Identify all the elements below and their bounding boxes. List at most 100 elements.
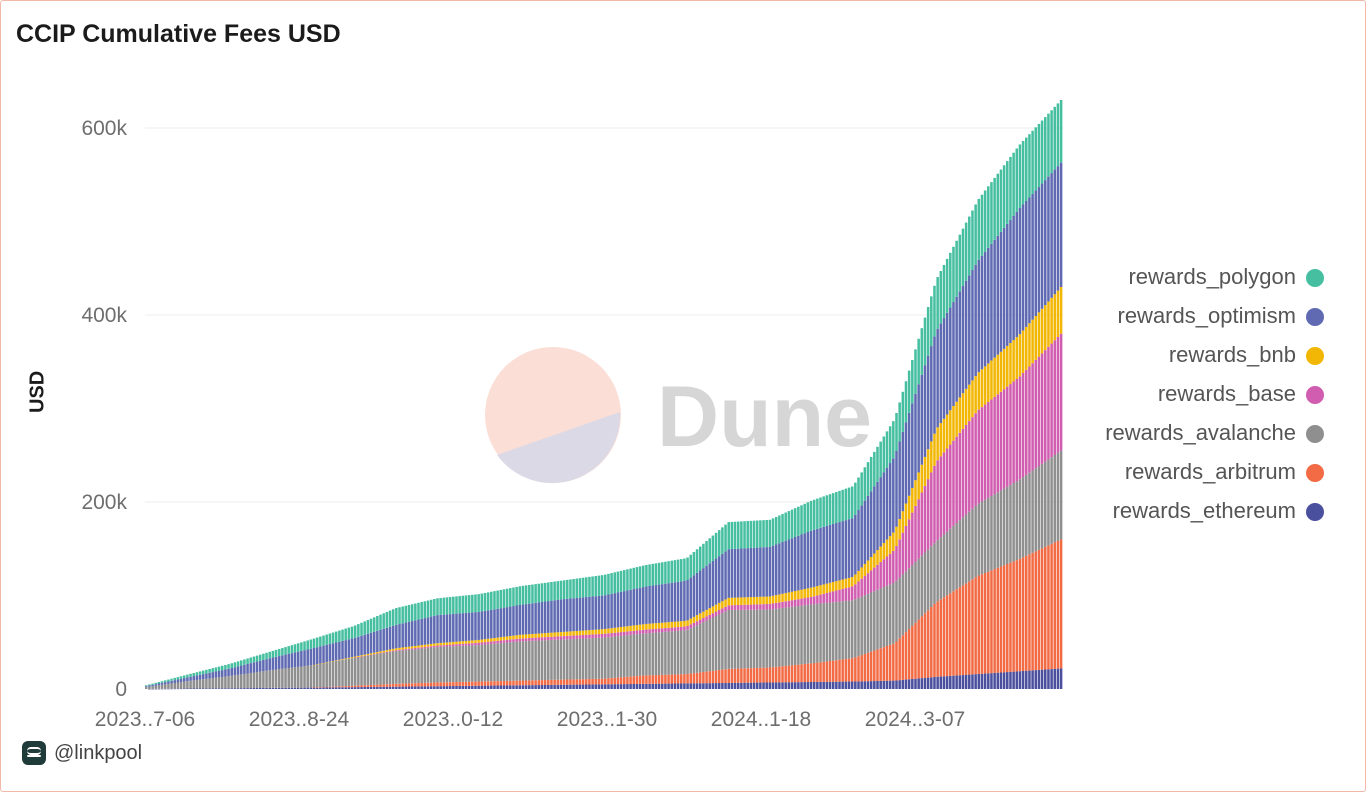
bar-segment <box>334 660 338 661</box>
bar-segment <box>781 541 784 594</box>
bar-segment <box>217 666 221 671</box>
bar-segment <box>619 627 623 633</box>
bar-segment <box>949 410 952 445</box>
bar-segment <box>660 632 664 675</box>
bar-segment <box>800 589 803 599</box>
legend-item[interactable]: rewards_polygon <box>1070 262 1332 301</box>
bar-segment <box>445 682 449 687</box>
bar-segment <box>844 488 848 521</box>
bar-segment <box>676 630 680 675</box>
bar-segment <box>1040 308 1044 354</box>
bar-segment <box>752 604 756 610</box>
bar-segment <box>917 558 920 620</box>
bar-segment <box>401 623 404 648</box>
bar-segment <box>515 685 518 689</box>
bar-segment <box>300 687 303 689</box>
bar-segment <box>683 580 686 621</box>
bar-segment <box>417 647 420 649</box>
bar-segment <box>157 681 161 684</box>
legend-item[interactable]: rewards_bnb <box>1070 340 1332 379</box>
bar-segment <box>458 644 461 646</box>
bar-segment <box>195 679 199 689</box>
bar-segment <box>167 688 170 690</box>
bar-segment <box>480 611 484 640</box>
bar-segment <box>961 228 965 287</box>
bar-segment <box>812 499 816 530</box>
bar-segment <box>594 634 598 638</box>
legend-item[interactable]: rewards_avalanche <box>1070 418 1332 457</box>
bar-segment <box>1021 204 1025 331</box>
bar-segment <box>372 686 376 689</box>
bar-segment <box>702 683 705 689</box>
bar-segment <box>657 674 661 684</box>
bar-segment <box>797 599 800 607</box>
bar-segment <box>347 657 351 659</box>
bar-segment <box>366 685 370 687</box>
bar-segment <box>882 559 886 588</box>
bar-segment <box>569 598 572 632</box>
bar-segment <box>879 441 882 478</box>
bar-segment <box>518 641 522 681</box>
bar-segment <box>809 604 813 664</box>
bar-segment <box>879 648 882 681</box>
bar-segment <box>429 616 433 644</box>
bar-segment <box>683 683 686 689</box>
bar-segment <box>879 588 882 649</box>
legend-item[interactable]: rewards_base <box>1070 379 1332 418</box>
bar-segment <box>632 567 636 590</box>
bar-segment <box>996 567 1000 673</box>
bar-segment <box>1009 156 1012 220</box>
bar-segment <box>977 259 981 373</box>
bar-segment <box>654 585 658 624</box>
bar-segment <box>604 628 607 634</box>
bar-segment <box>369 653 373 655</box>
legend-item[interactable]: rewards_optimism <box>1070 301 1332 340</box>
bar-segment <box>977 575 981 674</box>
bar-segment <box>949 675 952 689</box>
bar-segment <box>945 595 949 677</box>
bar-segment <box>964 388 968 425</box>
bar-segment <box>784 682 787 689</box>
bar-segment <box>698 619 702 624</box>
bar-segment <box>319 663 322 665</box>
bar-segment <box>933 677 936 689</box>
bar-segment <box>819 603 822 663</box>
bar-segment <box>534 602 537 634</box>
bar-segment <box>695 572 699 616</box>
author-attribution[interactable]: @linkpool <box>22 741 142 765</box>
bar-segment <box>322 635 325 646</box>
bar-segment <box>936 277 939 329</box>
bar-segment <box>398 624 401 648</box>
bar-segment <box>648 586 651 624</box>
bar-segment <box>474 612 477 641</box>
legend-item[interactable]: rewards_ethereum <box>1070 496 1332 535</box>
bar-segment <box>964 674 968 689</box>
bar-segment <box>768 546 772 597</box>
bar-segment <box>895 580 898 642</box>
bar-segment <box>879 546 882 563</box>
bar-segment <box>926 449 930 480</box>
bar-segment <box>379 653 382 685</box>
bar-segment <box>281 655 284 669</box>
bar-segment <box>949 593 952 676</box>
bar-segment <box>509 685 512 689</box>
bar-segment <box>591 638 594 679</box>
bar-segment <box>214 667 218 672</box>
bar-segment <box>1002 672 1006 689</box>
bar-segment <box>641 629 645 634</box>
bar-segment <box>977 198 981 260</box>
bar-segment <box>566 639 569 680</box>
bar-segment <box>439 642 442 646</box>
bar-segment <box>315 687 319 689</box>
bar-segment <box>325 634 328 645</box>
bar-segment <box>1037 123 1041 188</box>
bar-segment <box>277 669 281 688</box>
bar-segment <box>600 637 604 679</box>
legend-item[interactable]: rewards_arbitrum <box>1070 457 1332 496</box>
bar-segment <box>993 357 996 397</box>
bar-segment <box>885 585 889 646</box>
bar-segment <box>401 650 404 684</box>
bar-segment <box>996 354 1000 395</box>
bar-segment <box>806 597 810 605</box>
bar-segment <box>619 684 623 689</box>
